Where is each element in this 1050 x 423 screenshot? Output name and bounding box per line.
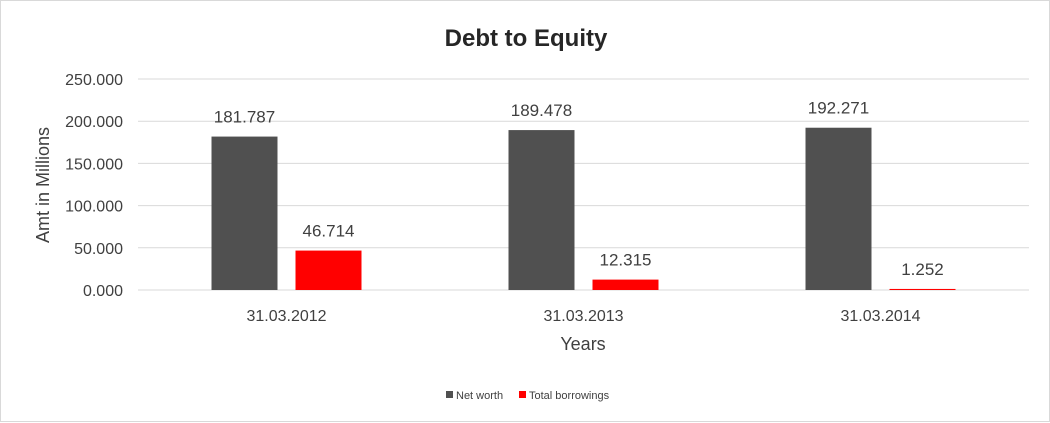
legend-swatch bbox=[446, 391, 453, 398]
bar bbox=[508, 130, 575, 290]
data-label: 1.252 bbox=[901, 260, 944, 279]
y-tick-label: 200.000 bbox=[65, 114, 123, 131]
bar bbox=[889, 288, 956, 290]
data-labels: 181.787 46.714 189.478 12.315 192.271 1.252 bbox=[214, 99, 944, 279]
bar bbox=[295, 250, 362, 290]
bars bbox=[211, 127, 956, 291]
bar bbox=[592, 279, 659, 290]
legend-label: Net worth bbox=[456, 390, 503, 402]
y-tick-label: 50.000 bbox=[74, 241, 123, 258]
gridlines bbox=[138, 78, 1029, 291]
data-label: 12.315 bbox=[600, 251, 652, 270]
x-axis-label: Years bbox=[560, 334, 605, 354]
chart-title: Debt to Equity bbox=[445, 25, 608, 52]
legend-label: Total borrowings bbox=[529, 390, 610, 402]
x-tick-label: 31.03.2014 bbox=[840, 308, 920, 325]
y-tick-label: 100.000 bbox=[65, 199, 123, 216]
bar bbox=[805, 127, 872, 291]
legend-swatch bbox=[519, 391, 526, 398]
x-axis-ticks: 31.03.2012 31.03.2013 31.03.2014 bbox=[246, 308, 920, 325]
y-tick-label: 150.000 bbox=[65, 156, 123, 173]
y-axis-ticks: 0.000 50.000 100.000 150.000 200.000 250.000 bbox=[65, 72, 123, 300]
y-axis-label: Amt in Millions bbox=[33, 127, 53, 243]
bar bbox=[211, 136, 278, 290]
legend: Net worth Total borrowings bbox=[446, 390, 610, 402]
y-tick-label: 250.000 bbox=[65, 72, 123, 89]
data-label: 189.478 bbox=[511, 101, 572, 120]
x-tick-label: 31.03.2013 bbox=[543, 308, 623, 325]
data-label: 192.271 bbox=[808, 99, 869, 118]
x-tick-label: 31.03.2012 bbox=[246, 308, 326, 325]
data-label: 46.714 bbox=[303, 222, 355, 241]
y-tick-label: 0.000 bbox=[83, 283, 123, 300]
data-label: 181.787 bbox=[214, 108, 275, 127]
